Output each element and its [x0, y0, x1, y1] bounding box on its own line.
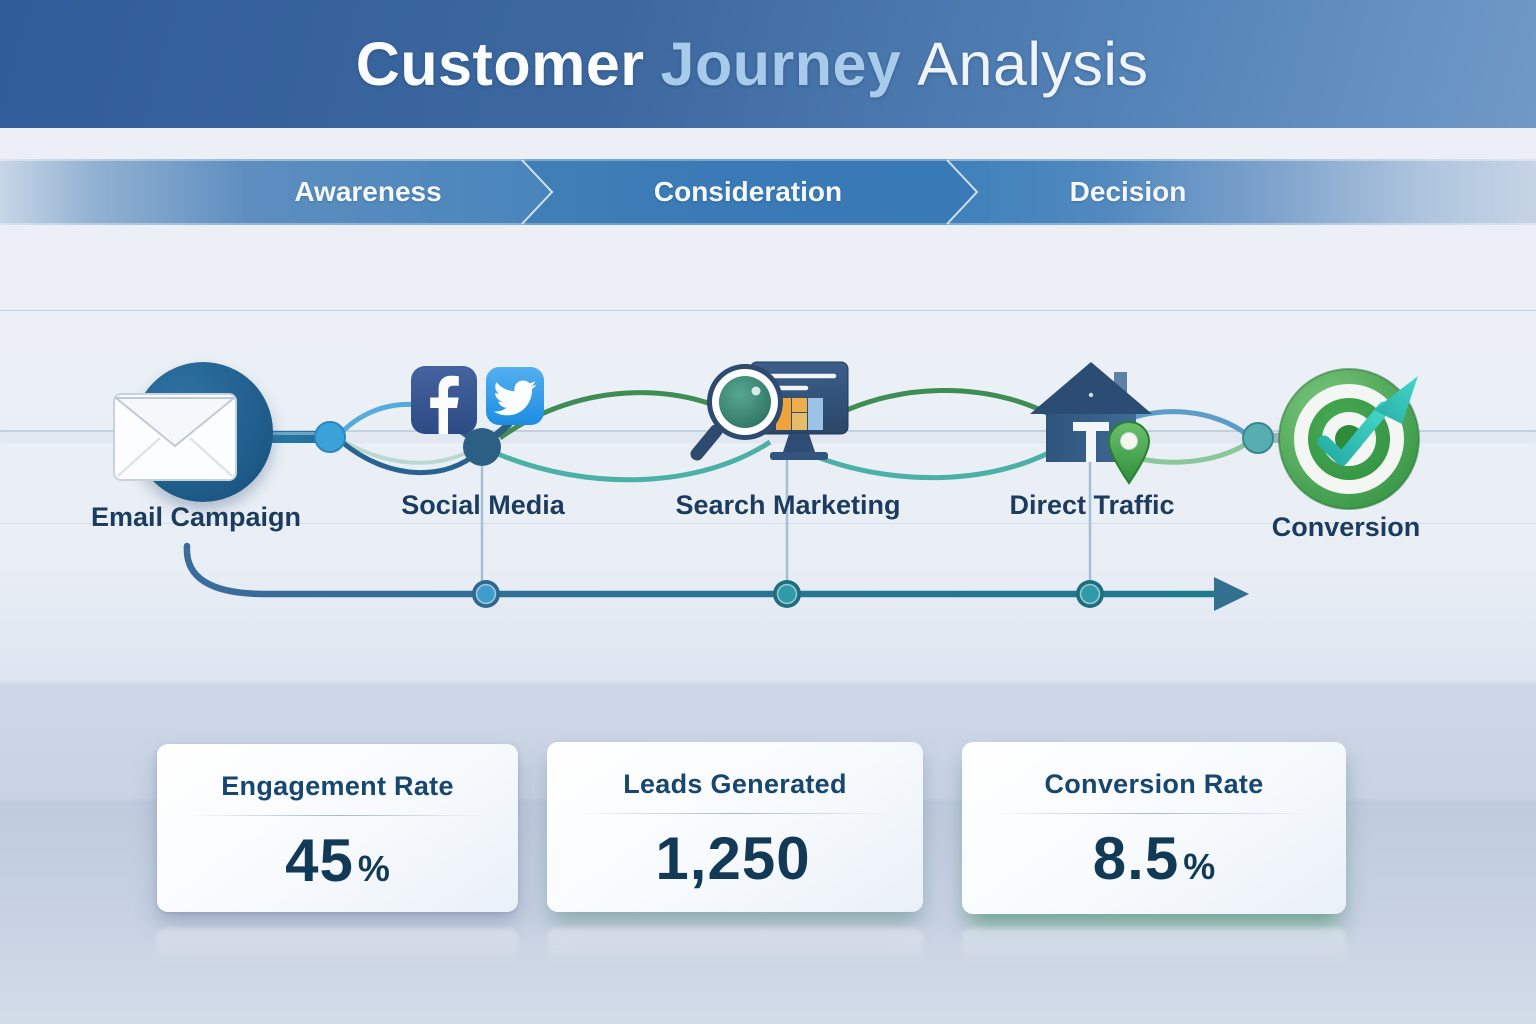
- timeline-arrowhead-icon: [1214, 577, 1249, 611]
- title-word-analysis: Analysis: [917, 30, 1149, 98]
- card-reflection: [547, 928, 923, 964]
- stage-awareness: Awareness: [294, 176, 442, 207]
- connector-dot: [314, 421, 346, 453]
- metric-card-engagement-rate: Engagement Rate 45 %: [157, 744, 518, 912]
- magnifier-handle-icon: [690, 424, 723, 461]
- facebook-icon: [411, 366, 477, 434]
- card-reflection: [962, 928, 1346, 964]
- header-banner: Customer Journey Analysis: [0, 0, 1536, 128]
- stage-bar-band: [0, 159, 1536, 225]
- title-word-journey: Journey: [660, 30, 902, 98]
- timeline-line: [183, 542, 1220, 598]
- metric-label: Leads Generated: [623, 769, 847, 799]
- checkmark-dart-icon: [1317, 376, 1418, 466]
- metric-value: 1,250: [655, 825, 811, 892]
- card-divider: [189, 815, 486, 816]
- stage-decision: Decision: [1069, 176, 1187, 207]
- email-envelope-icon: [113, 393, 237, 481]
- metric-card-leads-generated: Leads Generated 1,250: [547, 742, 923, 912]
- journey-stage-bar: Awareness Consideration Decision: [0, 159, 1536, 225]
- metric-value: 45: [285, 827, 354, 894]
- node-label-social-media: Social Media: [401, 490, 565, 520]
- background-divider-line: [0, 523, 1536, 524]
- twitter-icon: [486, 367, 544, 425]
- timeline-dot: [472, 580, 500, 608]
- page-title: Customer Journey Analysis: [356, 29, 1149, 99]
- connector-dot: [1242, 422, 1274, 454]
- card-divider: [580, 813, 890, 814]
- metric-label: Conversion Rate: [1044, 769, 1264, 799]
- search-marketing-icon: [690, 361, 849, 461]
- conversion-target-icon: [1278, 368, 1420, 510]
- node-label-search-marketing: Search Marketing: [675, 490, 901, 520]
- track-line: [0, 430, 1536, 443]
- chevron-separator-icon: [521, 159, 554, 225]
- card-reflection: [157, 928, 518, 964]
- stage-consideration: Consideration: [653, 176, 843, 207]
- metric-suffix: %: [357, 848, 390, 889]
- metric-suffix: %: [1183, 846, 1216, 887]
- social-media-node-dot: [463, 428, 501, 466]
- metric-label: Engagement Rate: [221, 771, 454, 801]
- timeline-dot: [773, 580, 801, 608]
- node-label-conversion: Conversion: [1271, 512, 1421, 542]
- card-divider: [996, 813, 1312, 814]
- metric-value: 8.5: [1092, 825, 1180, 892]
- metric-card-conversion-rate: Conversion Rate 8.5 %: [962, 742, 1346, 914]
- title-word-customer: Customer: [355, 30, 645, 98]
- node-label-direct-traffic: Direct Traffic: [1009, 490, 1175, 520]
- background-divider-line: [0, 310, 1536, 311]
- node-label-email-campaign: Email Campaign: [90, 502, 302, 532]
- timeline-dot: [1076, 580, 1104, 608]
- location-pin-icon: [1107, 420, 1151, 485]
- chevron-separator-icon: [946, 159, 979, 225]
